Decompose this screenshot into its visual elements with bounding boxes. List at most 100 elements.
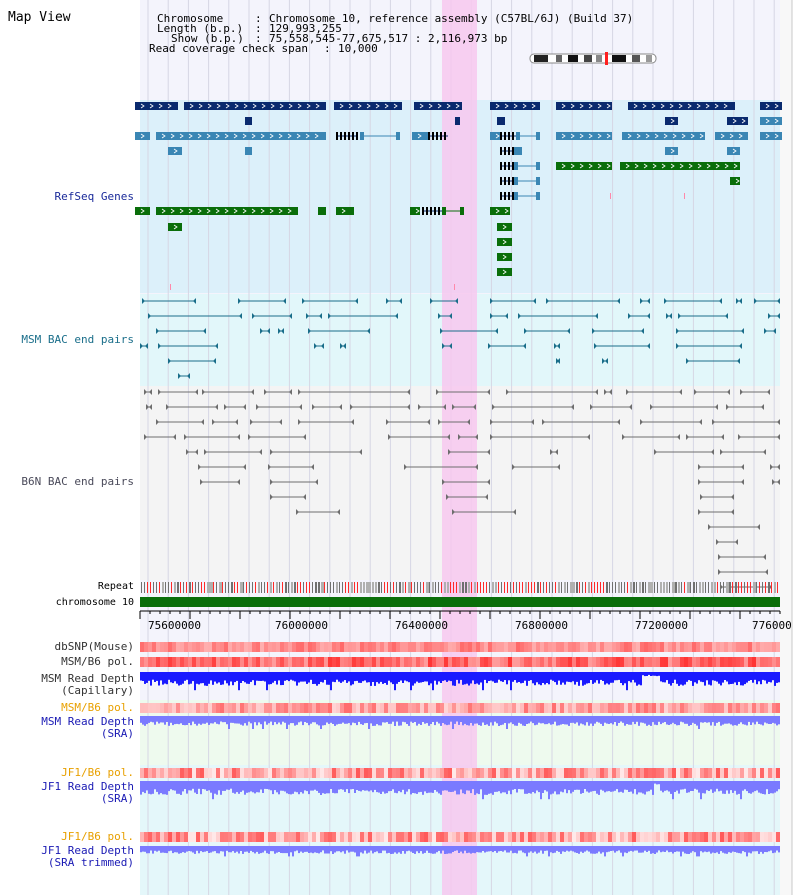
- bac-end-pair[interactable]: [650, 404, 718, 410]
- bac-end-pair[interactable]: [664, 298, 722, 304]
- bac-end-pair[interactable]: [328, 313, 398, 319]
- bac-end-pair[interactable]: [158, 389, 198, 395]
- bac-end-pair[interactable]: [442, 479, 490, 485]
- bac-end-pair[interactable]: [452, 404, 476, 410]
- bac-end-pair[interactable]: [640, 419, 702, 425]
- gene-feature[interactable]: [135, 132, 150, 140]
- bac-end-pair[interactable]: [140, 343, 148, 349]
- bac-end-pair[interactable]: [340, 343, 346, 349]
- gene-feature[interactable]: [414, 102, 462, 110]
- bac-end-pair[interactable]: [452, 509, 516, 515]
- bac-end-pair[interactable]: [204, 449, 262, 455]
- bac-end-pair[interactable]: [718, 554, 766, 560]
- chromosome-bar[interactable]: [140, 597, 780, 607]
- bac-end-pair[interactable]: [308, 328, 370, 334]
- gene-feature[interactable]: [514, 192, 540, 200]
- bac-end-pair[interactable]: [458, 434, 478, 440]
- bac-end-pair[interactable]: [418, 404, 446, 410]
- bac-end-pair[interactable]: [490, 434, 590, 440]
- gene-feature[interactable]: [455, 117, 460, 125]
- bac-end-pair[interactable]: [726, 404, 764, 410]
- gene-exon-cluster[interactable]: [500, 177, 514, 185]
- selection-highlight[interactable]: [442, 0, 477, 895]
- gene-feature[interactable]: [490, 102, 540, 110]
- gene-feature[interactable]: [556, 162, 612, 170]
- gene-feature[interactable]: [412, 132, 428, 140]
- bac-end-pair[interactable]: [224, 404, 246, 410]
- bac-end-pair[interactable]: [678, 313, 728, 319]
- jf1-depth-sra[interactable]: [140, 781, 780, 800]
- bac-end-pair[interactable]: [594, 343, 650, 349]
- gene-exon-cluster[interactable]: [422, 207, 442, 215]
- bac-end-pair[interactable]: [770, 464, 780, 470]
- msm-depth-sra[interactable]: [140, 716, 780, 729]
- gene-feature[interactable]: [514, 162, 540, 170]
- bac-end-pair[interactable]: [542, 419, 620, 425]
- gene-feature[interactable]: [665, 147, 678, 155]
- gene-feature[interactable]: [168, 147, 182, 155]
- bac-end-pair[interactable]: [260, 328, 270, 334]
- gene-feature[interactable]: [442, 207, 464, 215]
- gene-feature[interactable]: [156, 132, 326, 140]
- bac-end-pair[interactable]: [754, 298, 780, 304]
- gene-feature[interactable]: [497, 268, 512, 276]
- bac-end-pair[interactable]: [146, 404, 152, 410]
- gene-feature[interactable]: [760, 117, 782, 125]
- bac-end-pair[interactable]: [720, 449, 766, 455]
- gene-feature[interactable]: [184, 102, 326, 110]
- bac-end-pair[interactable]: [306, 313, 322, 319]
- bac-end-pair[interactable]: [446, 494, 488, 500]
- gene-feature[interactable]: [760, 102, 782, 110]
- bac-end-pair[interactable]: [700, 494, 734, 500]
- bac-end-pair[interactable]: [506, 389, 598, 395]
- msm-pol-heatmap[interactable]: [140, 657, 780, 667]
- bac-end-pair[interactable]: [490, 313, 508, 319]
- bac-end-pair[interactable]: [186, 449, 198, 455]
- bac-end-pair[interactable]: [518, 313, 598, 319]
- bac-end-pair[interactable]: [298, 389, 410, 395]
- bac-end-pair[interactable]: [718, 569, 768, 575]
- gene-feature[interactable]: [490, 132, 500, 140]
- bac-end-pair[interactable]: [250, 419, 282, 425]
- gene-feature[interactable]: [245, 117, 252, 125]
- bac-end-pair[interactable]: [490, 298, 536, 304]
- bac-end-pair[interactable]: [178, 373, 190, 379]
- bac-end-pair[interactable]: [212, 419, 238, 425]
- bac-end-pair[interactable]: [202, 389, 254, 395]
- gene-feature[interactable]: [135, 102, 178, 110]
- jf1-pol-heatmap-2[interactable]: [140, 832, 780, 842]
- gene-feature[interactable]: [497, 253, 512, 261]
- bac-end-pair[interactable]: [238, 298, 286, 304]
- bac-end-pair[interactable]: [676, 343, 742, 349]
- bac-end-pair[interactable]: [404, 464, 478, 470]
- gene-feature[interactable]: [727, 147, 740, 155]
- bac-end-pair[interactable]: [438, 313, 452, 319]
- gene-feature[interactable]: [556, 102, 612, 110]
- bac-end-pair[interactable]: [686, 434, 724, 440]
- bac-end-pair[interactable]: [626, 389, 682, 395]
- read-depth-tracks[interactable]: [140, 672, 780, 857]
- b6n-bac-track[interactable]: [144, 389, 780, 590]
- gene-exon-cluster[interactable]: [500, 162, 514, 170]
- bac-end-pair[interactable]: [524, 328, 570, 334]
- bac-end-pair[interactable]: [628, 313, 650, 319]
- bac-end-pair[interactable]: [144, 434, 176, 440]
- bac-end-pair[interactable]: [302, 298, 358, 304]
- bac-end-pair[interactable]: [386, 419, 430, 425]
- gene-feature[interactable]: [410, 207, 420, 215]
- gene-feature[interactable]: [715, 132, 748, 140]
- bac-end-pair[interactable]: [694, 389, 730, 395]
- bac-end-pair[interactable]: [144, 389, 152, 395]
- gene-feature[interactable]: [497, 117, 505, 125]
- bac-end-pair[interactable]: [512, 464, 560, 470]
- bac-end-pair[interactable]: [764, 328, 776, 334]
- gene-feature[interactable]: [135, 207, 150, 215]
- msm-depth-capillary[interactable]: [140, 672, 780, 691]
- bac-end-pair[interactable]: [296, 509, 340, 515]
- msm-pol-heatmap-2[interactable]: [140, 703, 780, 713]
- bac-end-pair[interactable]: [686, 358, 740, 364]
- polymorphism-tracks[interactable]: [140, 642, 780, 842]
- gene-feature[interactable]: [556, 132, 612, 140]
- bac-end-pair[interactable]: [698, 509, 734, 515]
